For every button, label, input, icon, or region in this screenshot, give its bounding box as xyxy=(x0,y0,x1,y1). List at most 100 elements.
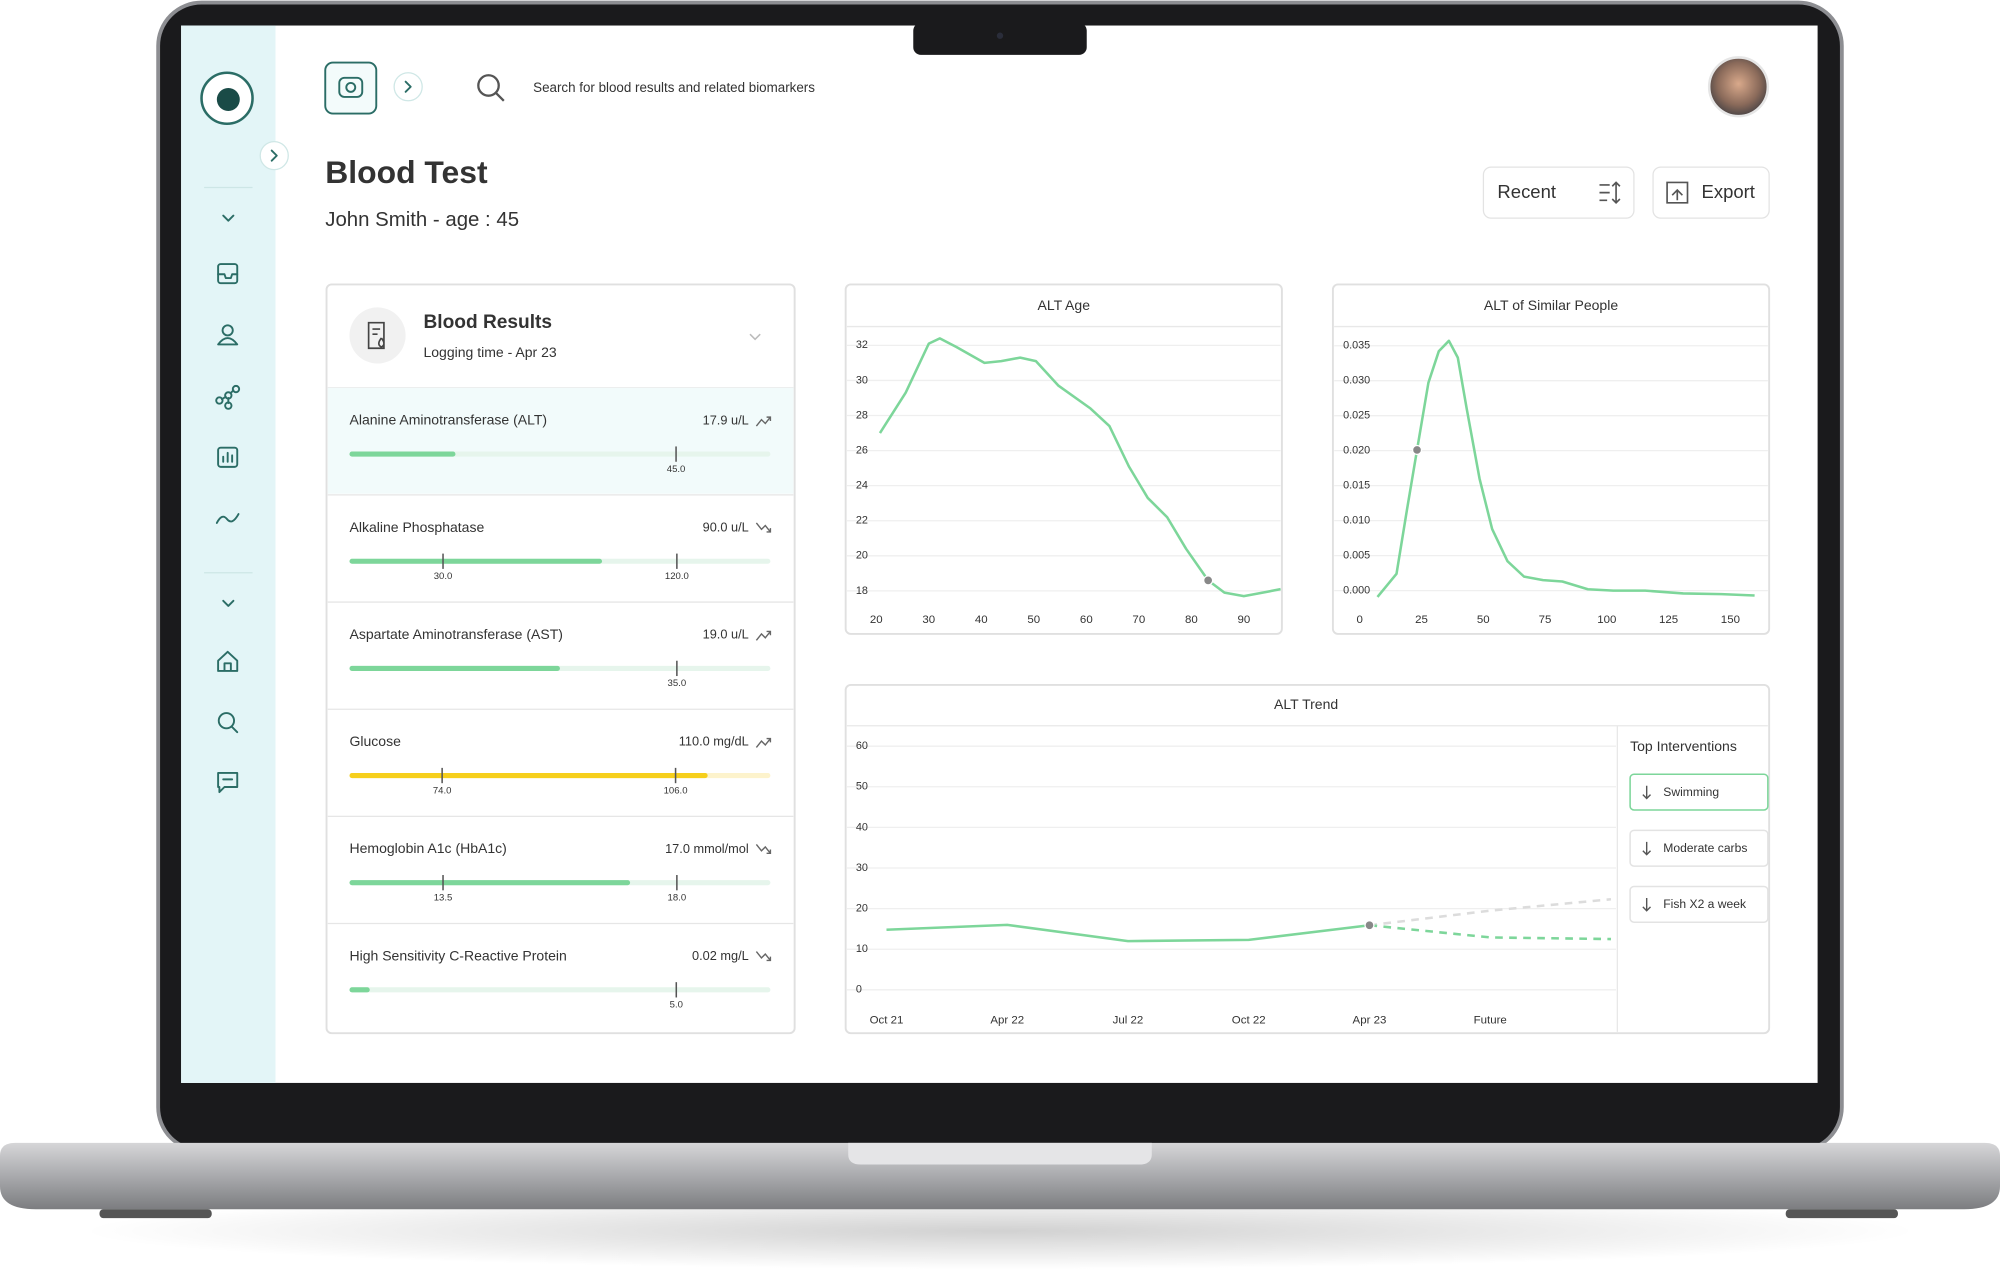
home-icon[interactable] xyxy=(217,650,239,672)
sidebar xyxy=(181,25,276,1083)
biomarker-name[interactable]: Alanine Aminotransferase (ALT) xyxy=(349,412,547,428)
export-button[interactable] xyxy=(1652,166,1770,219)
row-highlight xyxy=(327,387,794,494)
page-title: Blood Test xyxy=(325,154,488,190)
sort-button[interactable] xyxy=(1482,166,1635,219)
app-button[interactable] xyxy=(324,61,378,115)
inbox-icon[interactable] xyxy=(217,263,239,285)
chart-title: ALT Age xyxy=(1038,297,1091,313)
results-collapse[interactable] xyxy=(749,333,761,341)
line xyxy=(886,923,1370,943)
alt-age-chart: 18 20 22 24 26 28 30 32 20 30 40 50 60 70 80 90 xyxy=(846,337,1281,626)
highlight-point xyxy=(1364,920,1375,931)
chart-title: ALT Trend xyxy=(1274,696,1338,712)
y-tick-label: 30 xyxy=(856,374,868,386)
line xyxy=(1369,898,1612,927)
x-tick-label: 50 xyxy=(1027,614,1040,626)
nav-button[interactable] xyxy=(393,72,423,102)
collapse-icon[interactable] xyxy=(222,599,235,607)
chevron xyxy=(270,149,278,162)
down-arrow xyxy=(1642,785,1652,800)
chart-title: ALT of Similar People xyxy=(1484,297,1618,313)
search-icon xyxy=(477,74,505,102)
range-label: 18.0 xyxy=(668,893,687,904)
range-label: 120.0 xyxy=(665,571,689,582)
chart-panel xyxy=(844,283,1283,635)
range-label: 5.0 xyxy=(670,1000,683,1011)
logo-dot xyxy=(216,88,240,111)
bar xyxy=(349,880,631,886)
foot xyxy=(99,1209,212,1219)
range-label: 45.0 xyxy=(667,464,686,475)
biomarker-value: 19.0 u/L xyxy=(703,627,749,642)
intervention-button[interactable] xyxy=(1629,773,1769,811)
y-tick-label: 32 xyxy=(856,339,868,351)
bar xyxy=(349,665,560,671)
highlight-point xyxy=(1203,575,1214,586)
range-label: 106.0 xyxy=(664,785,688,796)
x-tick-label: 40 xyxy=(975,614,988,626)
biomarker-name[interactable]: Alkaline Phosphatase xyxy=(349,519,484,535)
results-list: Alanine Aminotransferase (ALT) 17.9 u/L 45… xyxy=(327,387,794,1011)
bar xyxy=(349,451,456,457)
x-tick-label: 30 xyxy=(922,614,935,626)
expand-button[interactable] xyxy=(259,140,289,171)
biomarker-name[interactable]: Aspartate Aminotransferase (AST) xyxy=(349,626,562,642)
export-icon xyxy=(1666,181,1689,204)
y-tick-label: 22 xyxy=(856,515,868,527)
biomarker-name[interactable]: High Sensitivity C-Reactive Protein xyxy=(349,947,566,963)
sort-icon xyxy=(1599,181,1621,204)
chart-icon[interactable] xyxy=(217,446,239,468)
x-tick-label: Jul 22 xyxy=(1113,1014,1144,1026)
trend-arrow xyxy=(755,522,772,533)
biomarker-value: 17.0 mmol/mol xyxy=(665,841,749,856)
down-arrow xyxy=(1642,897,1652,912)
network-icon[interactable] xyxy=(215,384,241,410)
x-tick-label: 25 xyxy=(1415,614,1428,626)
x-tick-label: Oct 21 xyxy=(870,1014,904,1026)
intervention-button[interactable] xyxy=(1629,885,1769,923)
y-tick-label: 26 xyxy=(856,444,868,456)
intervention-label: Fish X2 a week xyxy=(1663,897,1747,911)
avatar[interactable] xyxy=(1707,56,1770,118)
results-icon-bg xyxy=(349,307,406,364)
search-icon[interactable] xyxy=(217,712,239,734)
results-icon xyxy=(367,321,385,350)
collapse-icon[interactable] xyxy=(222,214,235,222)
user-icon[interactable] xyxy=(217,324,239,346)
trend-icon[interactable] xyxy=(215,513,240,524)
highlight-point xyxy=(1411,444,1423,456)
x-tick-label: 125 xyxy=(1659,614,1678,626)
laptop-base xyxy=(0,1142,2000,1210)
y-tick-label: 30 xyxy=(856,862,868,874)
bar xyxy=(349,558,603,564)
range-label: 74.0 xyxy=(433,785,452,796)
search-input[interactable]: Search for blood results and related bio… xyxy=(533,80,815,95)
x-tick-label: Future xyxy=(1474,1014,1507,1026)
y-tick-label: 0.000 xyxy=(1343,584,1370,596)
y-tick-label: 20 xyxy=(856,902,868,914)
x-tick-label: 100 xyxy=(1597,614,1616,626)
shadow xyxy=(81,1192,1919,1270)
y-tick-label: 50 xyxy=(856,781,868,793)
biomarker-value: 90.0 u/L xyxy=(703,519,749,534)
x-tick-label: 90 xyxy=(1237,614,1250,626)
biomarker-value: 0.02 mg/L xyxy=(692,948,749,963)
y-tick-label: 0 xyxy=(856,984,862,996)
y-tick-label: 0.005 xyxy=(1343,549,1370,561)
x-tick-label: 75 xyxy=(1539,614,1552,626)
biomarker-name[interactable]: Hemoglobin A1c (HbA1c) xyxy=(349,840,506,856)
camera xyxy=(996,32,1004,39)
x-tick-label: 150 xyxy=(1721,614,1740,626)
chat-icon[interactable] xyxy=(217,772,239,794)
intervention-button[interactable] xyxy=(1629,829,1769,867)
trend-arrow xyxy=(755,416,772,427)
y-tick-label: 18 xyxy=(856,585,868,597)
sort-label: Recent xyxy=(1497,181,1556,202)
biomarker-name[interactable]: Glucose xyxy=(349,733,401,749)
app-icon xyxy=(338,76,364,98)
y-tick-label: 20 xyxy=(856,550,868,562)
line xyxy=(1376,339,1755,598)
y-tick-label: 0.035 xyxy=(1343,340,1370,352)
x-tick-label: Apr 22 xyxy=(990,1014,1024,1026)
